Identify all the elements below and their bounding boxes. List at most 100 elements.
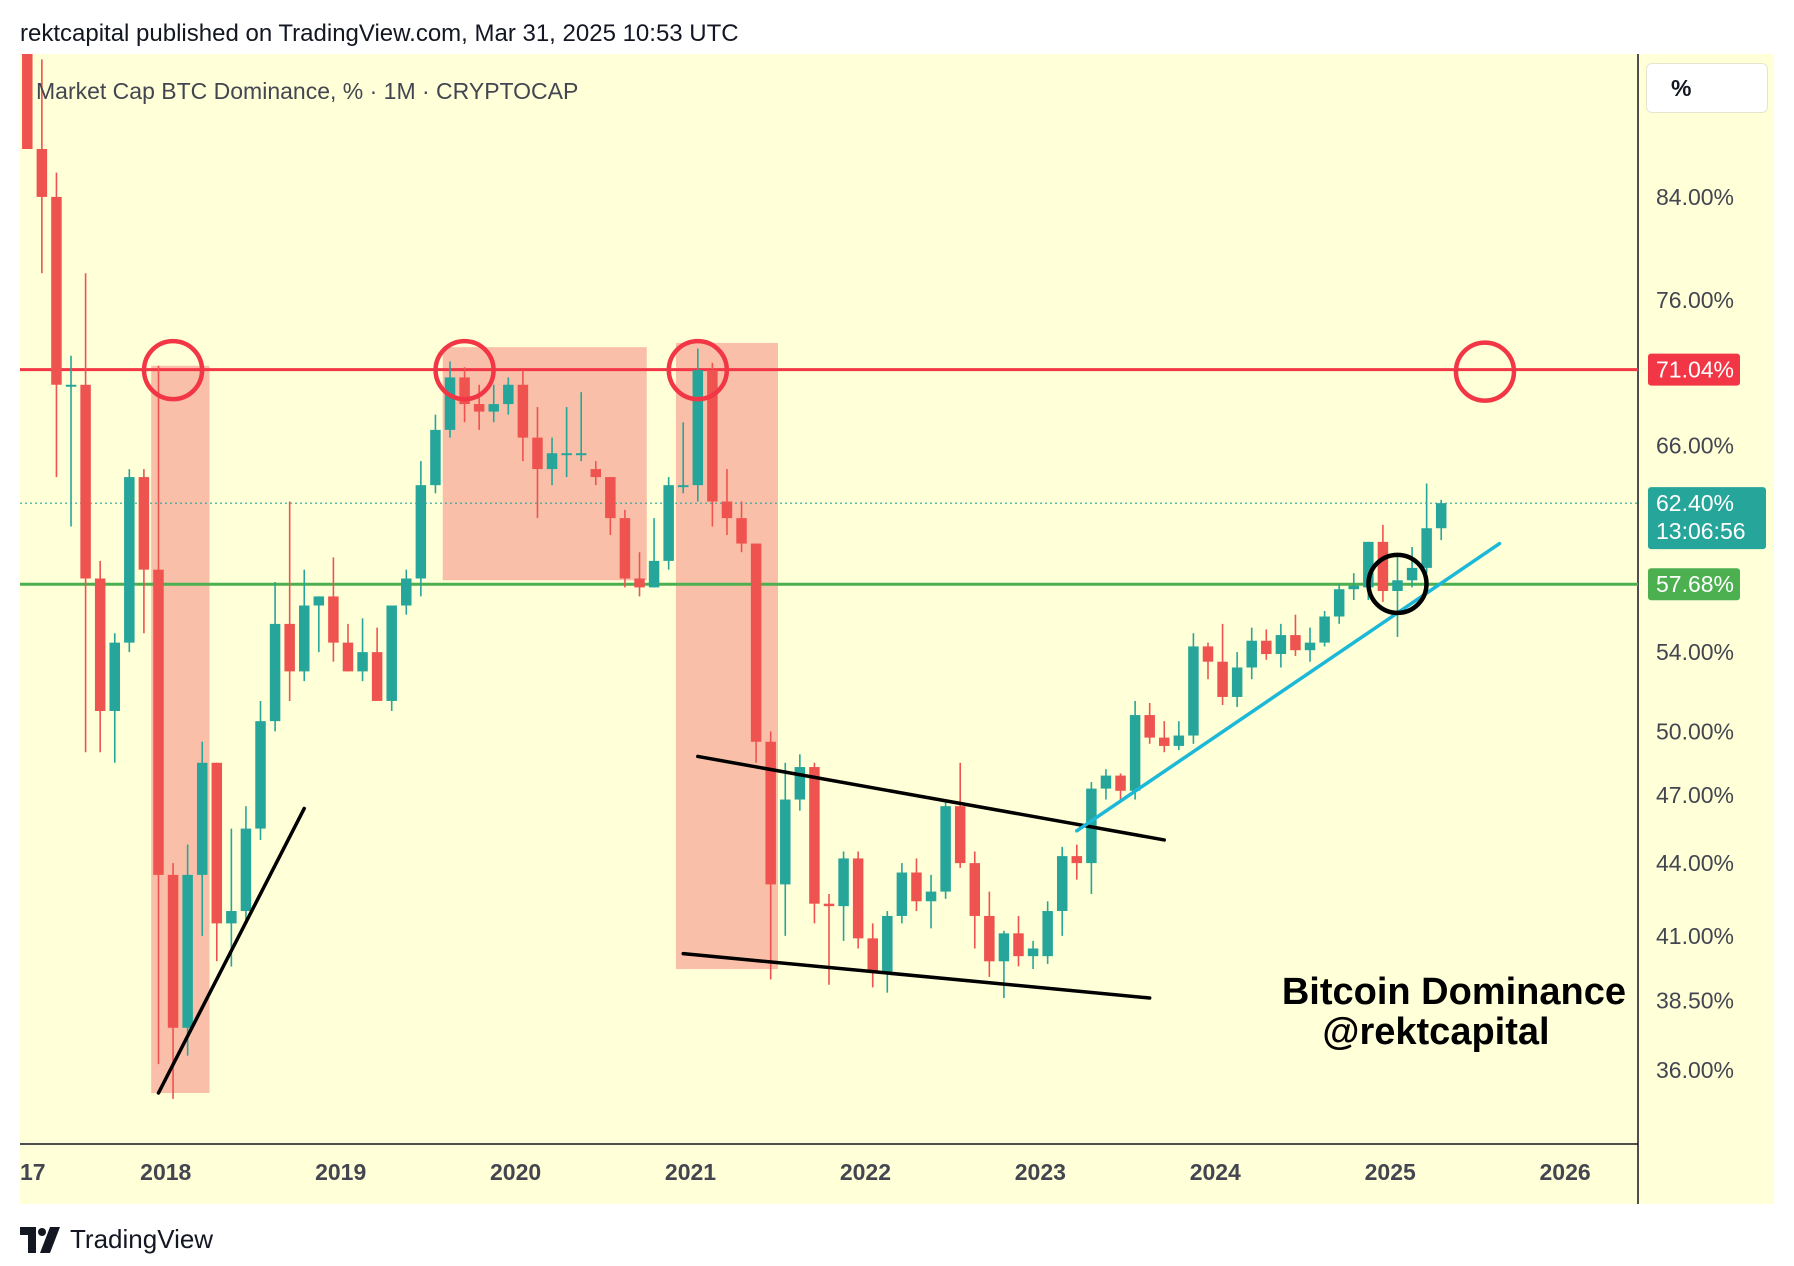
highlight-zone-3 <box>675 342 778 970</box>
candle-body <box>1027 948 1039 957</box>
support-price-label: 57.68% <box>1656 571 1734 597</box>
series-title: Market Cap BTC Dominance, % · 1M · CRYPT… <box>36 78 579 104</box>
candle-body <box>328 596 339 643</box>
candle-2018-02 <box>182 844 193 1056</box>
candle-2024-10 <box>1348 573 1360 601</box>
y-tick-label: 47.00% <box>1656 782 1734 808</box>
last-price-label: 62.40% <box>1656 490 1734 516</box>
candlestick-chart[interactable]: 84.00% 76.00% 66.00% 54.00% 50.00% 47.00% 44.0… <box>20 54 1774 1204</box>
candle-body <box>1392 580 1403 592</box>
highlight-zone-2 <box>442 347 647 581</box>
candle-body <box>153 569 164 875</box>
candle-body <box>838 858 849 907</box>
candle-2019-08 <box>444 361 456 438</box>
candle-2021-08 <box>794 754 806 811</box>
candle-2024-12 <box>1377 524 1389 602</box>
candle-2018-05 <box>226 828 237 967</box>
candle-2020-08 <box>619 509 631 588</box>
candle-2018-12 <box>328 557 339 662</box>
candle-body <box>430 429 441 486</box>
candle-body <box>546 453 558 470</box>
candle-body <box>940 806 951 892</box>
candle-body <box>444 377 456 430</box>
resistance-price-badge <box>1648 353 1740 386</box>
candle-body <box>1261 640 1272 655</box>
candle-2025-03 <box>1421 483 1432 574</box>
trendline-2018 <box>156 806 306 1095</box>
candle-2018-04 <box>211 762 223 962</box>
candle-2017-09 <box>109 633 120 763</box>
candle-body <box>1304 642 1316 651</box>
candle-body <box>342 642 354 672</box>
retest-circle <box>1366 552 1429 616</box>
percent-scale-button[interactable]: % <box>1646 63 1768 113</box>
uptrend-line <box>1075 541 1502 833</box>
candle-body <box>954 806 966 864</box>
candle-2022-10 <box>998 930 1010 999</box>
candle-2022-08 <box>969 851 981 949</box>
candle-body <box>1377 541 1389 592</box>
candle-2018-03 <box>196 741 208 936</box>
candle-body <box>1231 667 1243 697</box>
candle-2017-04 <box>36 59 48 274</box>
chart-panel[interactable]: 84.00% 76.00% 66.00% 54.00% 50.00% 47.00% 44.0… <box>20 54 1774 1204</box>
candle-body <box>182 874 193 1028</box>
bar-countdown-label: 13:06:56 <box>1656 518 1746 544</box>
candle-body <box>590 469 602 478</box>
candle-2020-11 <box>663 477 674 570</box>
candle-body <box>459 377 470 405</box>
candle-body <box>794 767 806 800</box>
candle-body <box>575 453 587 456</box>
candle-body <box>1363 541 1374 588</box>
candle-2020-01 <box>517 370 529 462</box>
candle-body <box>852 858 864 939</box>
candle-2020-03 <box>546 437 558 486</box>
candle-2021-05 <box>750 543 762 763</box>
candle-body <box>780 799 791 885</box>
candle-body <box>1188 646 1199 736</box>
candle-body <box>167 874 179 1028</box>
candle-body <box>648 560 660 588</box>
candle-2024-06 <box>1290 614 1301 656</box>
candle-body <box>532 437 543 470</box>
candle-2022-06 <box>940 799 951 899</box>
candle-body <box>386 605 397 701</box>
candle-2023-03 <box>1071 844 1083 880</box>
candle-body <box>1159 737 1170 746</box>
x-tick-label: 17 <box>20 1159 46 1185</box>
candle-body <box>1071 856 1083 864</box>
candle-2025-04 <box>1435 499 1447 541</box>
candle-body <box>707 370 718 502</box>
candle-2019-02 <box>357 618 368 682</box>
y-tick-label: 66.00% <box>1656 432 1734 458</box>
x-tick-label: 2020 <box>490 1159 541 1185</box>
candle-2021-04 <box>736 501 747 553</box>
tradingview-footer[interactable]: TradingView <box>20 1224 213 1255</box>
candle-body <box>1202 646 1214 662</box>
candle-body <box>561 453 572 456</box>
y-tick-label: 50.00% <box>1656 718 1734 744</box>
candle-2018-09 <box>284 501 295 701</box>
resistance-circle-4 <box>1453 340 1517 403</box>
candle-body <box>284 623 295 672</box>
candle-2017-08 <box>94 560 106 753</box>
tradingview-brand: TradingView <box>70 1224 214 1254</box>
candle-2024-07 <box>1304 627 1316 662</box>
candle-2022-11 <box>1013 915 1024 967</box>
candle-2021-02 <box>707 362 718 527</box>
x-tick-label: 2025 <box>1365 1159 1416 1185</box>
y-tick-label: 84.00% <box>1656 184 1734 210</box>
candle-2024-04 <box>1261 629 1272 660</box>
candle-2017-03 <box>22 54 33 149</box>
candle-body <box>1100 775 1112 789</box>
candle-2023-05 <box>1100 769 1112 800</box>
candle-2023-11 <box>1188 633 1199 744</box>
candle-body <box>736 518 747 544</box>
candle-body <box>1056 856 1068 912</box>
candle-body <box>867 938 878 972</box>
candle-2021-01 <box>692 348 704 502</box>
candle-body <box>1348 585 1360 590</box>
candle-2018-10 <box>298 569 310 682</box>
candle-body <box>357 652 368 672</box>
tradingview-logo-icon <box>20 1226 60 1253</box>
